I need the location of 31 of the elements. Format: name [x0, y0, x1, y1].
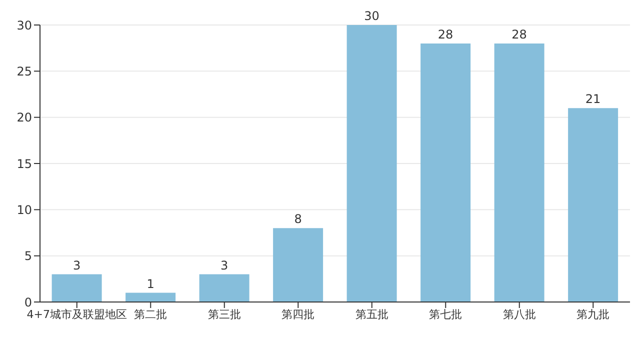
- bar: [126, 292, 176, 302]
- y-tick-label: 30: [16, 18, 32, 32]
- data-label: 28: [438, 27, 454, 42]
- data-label: 21: [585, 92, 601, 106]
- x-tick-label: 第二批: [134, 308, 168, 321]
- data-label: 3: [72, 258, 81, 272]
- bar: [420, 43, 471, 302]
- x-tick-label: 第七批: [429, 308, 462, 321]
- x-tick-label: 第五批: [355, 308, 388, 321]
- data-label: 28: [512, 27, 527, 42]
- bar: [494, 43, 544, 302]
- y-tick-label: 20: [16, 110, 32, 125]
- x-tick-label: 第三批: [208, 308, 241, 321]
- bar: [199, 274, 250, 302]
- x-tick-label: 4+7城市及联盟地区: [26, 308, 127, 321]
- y-tick-label: 10: [16, 202, 32, 217]
- bar: [52, 274, 102, 302]
- x-tick-label: 第四批: [282, 308, 315, 321]
- data-label: 30: [364, 9, 380, 23]
- y-tick-label: 25: [16, 64, 32, 78]
- y-tick-label: 5: [24, 249, 32, 264]
- bar: [273, 228, 324, 302]
- data-label: 3: [220, 258, 228, 272]
- data-label: 8: [294, 212, 302, 226]
- y-tick-label: 15: [16, 156, 32, 171]
- bar: [346, 25, 397, 302]
- x-tick-label: 第九批: [576, 308, 610, 321]
- x-tick-label: 第八批: [502, 308, 536, 321]
- data-label: 1: [146, 276, 154, 291]
- y-tick-label: 0: [24, 295, 32, 310]
- bar: [568, 108, 618, 302]
